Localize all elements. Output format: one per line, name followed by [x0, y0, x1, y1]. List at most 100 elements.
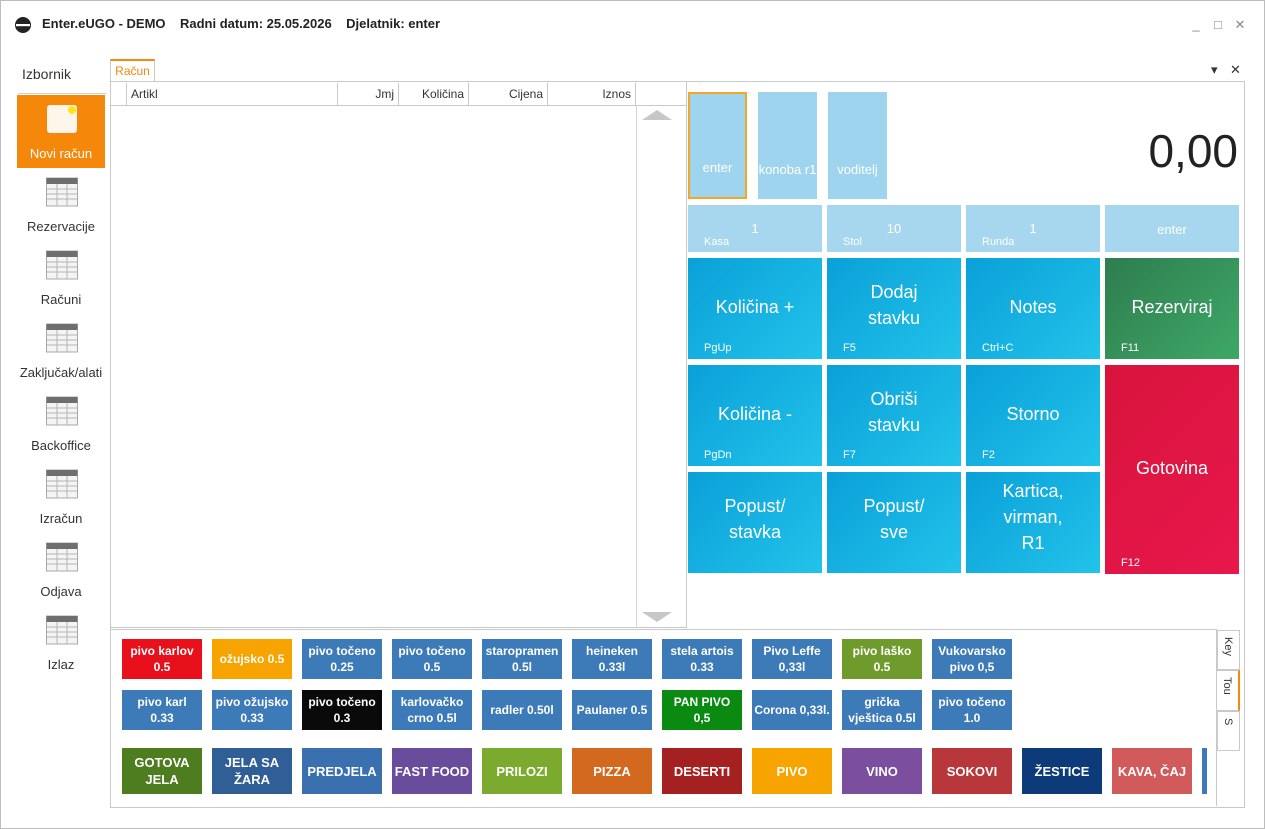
obrisi-stavku-button[interactable]: Obriši stavku F7: [827, 365, 961, 466]
close-button[interactable]: ✕: [1234, 17, 1246, 32]
side-tab-s[interactable]: S: [1217, 711, 1240, 751]
tab-dropdown-icon[interactable]: ▾: [1211, 62, 1218, 77]
category-button[interactable]: FAST FOOD: [392, 748, 472, 794]
category-button[interactable]: KAVA, ČAJ: [1112, 748, 1192, 794]
tile-shortcut: PgUp: [704, 342, 732, 354]
tab-racun[interactable]: Račun: [110, 59, 155, 81]
sidebar-item-odjava[interactable]: Odjava: [17, 533, 105, 606]
popust-stavka-button[interactable]: Popust/ stavka: [688, 472, 822, 573]
product-button[interactable]: stela artois 0.33: [662, 639, 742, 679]
product-button[interactable]: ožujsko 0.5: [212, 639, 292, 679]
rezerviraj-button[interactable]: Rezerviraj F11: [1105, 258, 1239, 359]
popust-sve-button[interactable]: Popust/ sve: [827, 472, 961, 573]
scroll-track: [636, 106, 637, 628]
tile-label: Kartica, virman, R1: [1002, 480, 1064, 553]
product-button[interactable]: pivo laško 0.5: [842, 639, 922, 679]
table-header-artikl[interactable]: Artikl: [127, 83, 338, 106]
info-value: 1: [1029, 221, 1037, 236]
app-logo-icon: [15, 17, 31, 33]
maximize-button[interactable]: □: [1214, 17, 1222, 32]
dodaj-stavku-button[interactable]: Dodaj stavku F5: [827, 258, 961, 359]
gotovina-button[interactable]: Gotovina F12: [1105, 365, 1239, 574]
tile-label: Obriši stavku: [867, 388, 921, 435]
info-label: Kasa: [704, 236, 730, 248]
sidebar-item-backoffice[interactable]: Backoffice: [17, 387, 105, 460]
product-button[interactable]: pivo točeno 0.25: [302, 639, 382, 679]
category-button[interactable]: DESERTI: [662, 748, 742, 794]
staff-button-konobar1[interactable]: konoba r1: [758, 92, 817, 199]
product-button[interactable]: PAN PIVO 0,5: [662, 690, 742, 730]
category-button[interactable]: PREDJELA: [302, 748, 382, 794]
side-tab-touch[interactable]: Tou: [1217, 670, 1240, 711]
sidebar-item-izlaz[interactable]: Izlaz: [17, 606, 105, 679]
tile-label: Storno: [1006, 403, 1060, 424]
sidebar-item-racuni[interactable]: Računi: [17, 241, 105, 314]
sidebar-item-label: Rezervacije: [27, 219, 95, 234]
tile-label: Dodaj stavku: [867, 281, 921, 328]
product-button[interactable]: radler 0.50l: [482, 690, 562, 730]
info-tile-kasa[interactable]: 1 Kasa: [688, 205, 822, 252]
product-button[interactable]: karlovačko crno 0.5l: [392, 690, 472, 730]
scroll-up-icon[interactable]: [640, 108, 674, 122]
tab-close-icon[interactable]: ✕: [1230, 62, 1241, 77]
grid-icon: [46, 396, 78, 426]
product-button[interactable]: staropramen 0.5l: [482, 639, 562, 679]
product-button[interactable]: pivo točeno 0.5: [392, 639, 472, 679]
info-tile-stol[interactable]: 10 Stol: [827, 205, 961, 252]
main-panel: [110, 81, 1245, 808]
table-header-jmj[interactable]: Jmj: [338, 83, 399, 106]
category-button[interactable]: GOTOVA JELA: [122, 748, 202, 794]
side-tab-label: Tou: [1221, 677, 1233, 695]
kolicina-plus-button[interactable]: Količina + PgUp: [688, 258, 822, 359]
sidebar-item-label: Izračun: [39, 511, 83, 526]
product-panel: [111, 629, 1217, 806]
table-header-kolicina[interactable]: Količina: [399, 83, 469, 106]
product-button[interactable]: Pivo Leffe 0,33l: [752, 639, 832, 679]
staff-label: voditelj: [837, 162, 878, 177]
side-tab-key[interactable]: Key: [1217, 630, 1240, 670]
sidebar-item-zakljucak[interactable]: Zaključak/alati: [17, 314, 105, 387]
kolicina-minus-button[interactable]: Količina - PgDn: [688, 365, 822, 466]
table-header-filler: [636, 83, 687, 106]
product-button[interactable]: pivo karl 0.33: [122, 690, 202, 730]
grid-icon: [46, 542, 78, 572]
tile-shortcut: F11: [1121, 342, 1140, 354]
tile-label: Rezerviraj: [1131, 296, 1213, 317]
product-button[interactable]: Vukovarsko pivo 0,5: [932, 639, 1012, 679]
staff-button-voditelj[interactable]: voditelj: [828, 92, 887, 199]
staff-button-enter[interactable]: enter: [688, 92, 747, 199]
minimize-button[interactable]: _: [1192, 17, 1200, 32]
product-button[interactable]: Corona 0,33l.: [752, 690, 832, 730]
kartica-virman-button[interactable]: Kartica, virman, R1: [966, 472, 1100, 573]
category-button[interactable]: ŽESTICE: [1022, 748, 1102, 794]
table-header-cijena[interactable]: Cijena: [469, 83, 548, 106]
category-button[interactable]: PRILOZI: [482, 748, 562, 794]
category-button[interactable]: JELA SA ŽARA: [212, 748, 292, 794]
product-button[interactable]: pivo točeno 0.3: [302, 690, 382, 730]
sidebar-item-label: Izlaz: [47, 657, 75, 672]
sidebar-title: Izbornik: [22, 66, 72, 82]
info-tile-runda[interactable]: 1 Runda: [966, 205, 1100, 252]
product-button[interactable]: pivo ožujsko 0.33: [212, 690, 292, 730]
scroll-down-icon[interactable]: [640, 610, 674, 624]
sidebar-item-izracun[interactable]: Izračun: [17, 460, 105, 533]
product-button[interactable]: pivo točeno 1.0: [932, 690, 1012, 730]
category-button[interactable]: SOKOVI: [932, 748, 1012, 794]
category-button[interactable]: PIVO: [752, 748, 832, 794]
sidebar-item-novi-racun[interactable]: Novi račun: [17, 95, 105, 168]
tile-shortcut: F7: [843, 449, 856, 461]
storno-button[interactable]: Storno F2: [966, 365, 1100, 466]
side-tab-label: S: [1222, 718, 1234, 726]
product-button[interactable]: heineken 0.33l: [572, 639, 652, 679]
product-button[interactable]: grička vještica 0.5l: [842, 690, 922, 730]
notes-button[interactable]: Notes Ctrl+C: [966, 258, 1100, 359]
info-tile-user[interactable]: enter: [1105, 205, 1239, 252]
category-button[interactable]: PIZZA: [572, 748, 652, 794]
tile-shortcut: Ctrl+C: [982, 342, 1014, 354]
product-button[interactable]: Paulaner 0.5: [572, 690, 652, 730]
staff-label: konoba r1: [758, 162, 817, 177]
table-header-iznos[interactable]: Iznos: [548, 83, 636, 106]
category-button[interactable]: VINO: [842, 748, 922, 794]
sidebar-item-rezervacije[interactable]: Rezervacije: [17, 168, 105, 241]
product-button[interactable]: pivo karlov 0.5: [122, 639, 202, 679]
